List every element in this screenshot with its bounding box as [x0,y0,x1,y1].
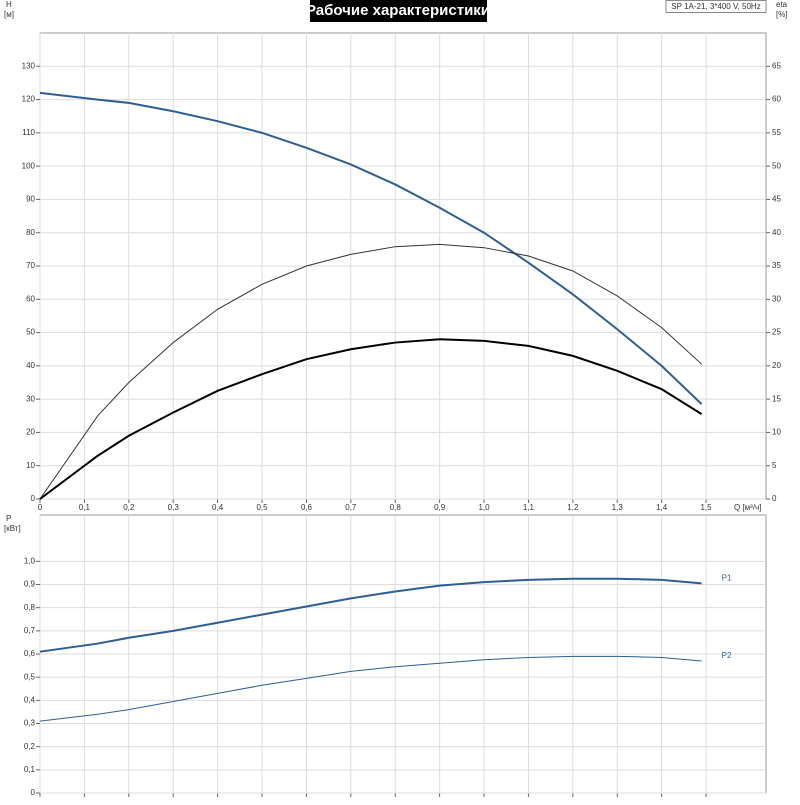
series-line [39,655,702,722]
x-tick-label: 0,8 [390,503,402,512]
y2-tick-label: 30 [772,294,781,303]
y-tick-label: 0,7 [24,626,36,635]
y2-tick-label: 35 [772,261,781,270]
y-tick-label: 0,9 [24,580,36,589]
x-tick-label: 0,5 [256,503,268,512]
y2-tick-label: 40 [772,228,781,237]
series-line [39,91,703,405]
y-tick-label: 10 [26,461,35,470]
y-tick-label: 20 [26,428,35,437]
y-label: P [6,514,11,523]
y2-tick-label: 15 [772,394,781,403]
y-tick-label: 0,5 [24,672,36,681]
x-label: Q [м³/ч] [734,503,761,512]
y2-label: eta [776,0,788,9]
y-tick-label: 0,3 [24,719,36,728]
x-tick-label: 1,1 [523,503,535,512]
title-box [310,0,487,22]
y-tick-label: 0,6 [24,649,36,658]
y-unit: [кВт] [4,524,21,533]
y-tick-label: 50 [26,328,35,337]
x-tick-label: 0,7 [345,503,357,512]
legend-label: P1 [722,573,732,582]
x-tick-label: 0,2 [123,503,135,512]
y-label: H [6,0,12,9]
x-tick-label: 0 [38,503,43,512]
y2-unit: [%] [776,10,788,19]
subtitle-box [665,0,767,13]
series-line [39,243,702,500]
x-tick-label: 1,3 [612,503,624,512]
x-tick-label: 1,4 [656,503,668,512]
y-tick-label: 0,8 [24,603,36,612]
y-tick-label: 60 [26,294,35,303]
x-tick-label: 0,6 [301,503,313,512]
y2-tick-label: 10 [772,428,781,437]
chart-title: Рабочие характеристики [306,2,490,19]
x-tick-label: 1,5 [700,503,712,512]
y-unit: [м] [4,10,14,19]
x-tick-label: 0,9 [434,503,446,512]
x-tick-label: 0,3 [168,503,180,512]
y2-tick-label: 55 [772,128,781,137]
y2-tick-label: 50 [772,161,781,170]
y-tick-label: 1,0 [24,556,36,565]
x-tick-label: 1,2 [567,503,579,512]
legend-label: P2 [722,651,732,660]
y-tick-label: 70 [26,261,35,270]
x-tick-label: 0,4 [212,503,224,512]
y-tick-label: 100 [22,161,36,170]
y-tick-label: 0 [31,494,36,503]
y2-tick-label: 5 [772,461,777,470]
x-tick-label: 0,1 [79,503,91,512]
y2-tick-label: 60 [772,95,781,104]
y-tick-label: 0,4 [24,695,36,704]
chart-subtitle: SP 1A-21, 3*400 V, 50Hz [671,2,760,11]
series-line [39,577,702,653]
y-tick-label: 110 [22,128,35,137]
y2-tick-label: 45 [772,195,781,204]
y-tick-label: 30 [26,394,35,403]
y-tick-label: 0,1 [24,765,36,774]
y-tick-label: 0,2 [24,742,36,751]
y2-tick-label: 65 [772,61,781,70]
y-tick-label: 0 [31,788,36,797]
y-tick-label: 90 [26,195,35,204]
y-tick-label: 80 [26,228,35,237]
y-tick-label: 130 [22,61,36,70]
y-tick-label: 40 [26,361,35,370]
y2-tick-label: 0 [772,494,777,503]
y2-tick-label: 25 [772,328,781,337]
x-tick-label: 1,0 [478,503,490,512]
y-tick-label: 120 [22,95,36,104]
y2-tick-label: 20 [772,361,781,370]
series-line [39,338,703,500]
